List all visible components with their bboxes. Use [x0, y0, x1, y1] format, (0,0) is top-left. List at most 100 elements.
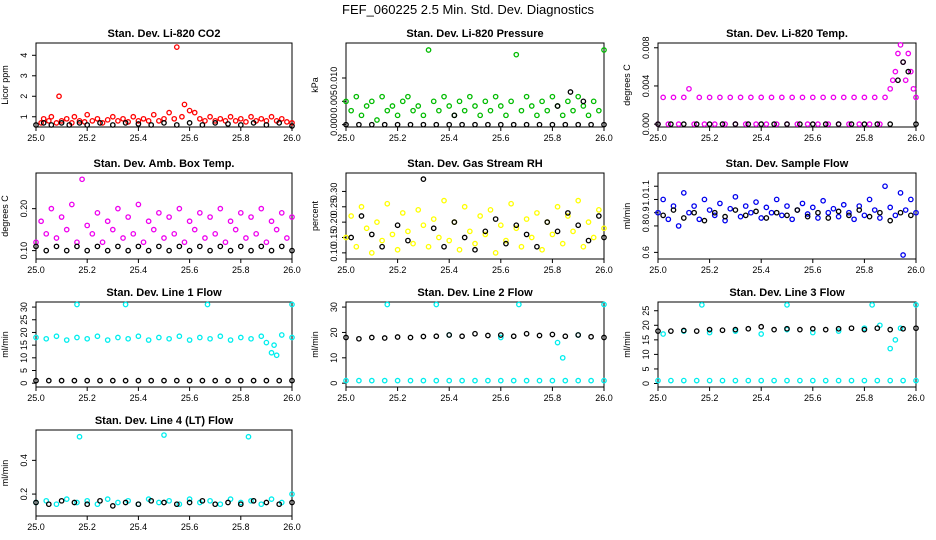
data-point: [420, 176, 427, 182]
data-point: [276, 120, 283, 126]
data-point: [660, 212, 667, 219]
data-point: [420, 333, 427, 340]
data-point: [575, 332, 582, 338]
data-point: [732, 193, 739, 200]
data-point: [446, 332, 453, 338]
data-point: [554, 228, 561, 235]
data-point: [595, 213, 602, 219]
data-point: [115, 499, 121, 506]
data-point: [907, 212, 914, 219]
plot-frame: [345, 301, 605, 388]
data-point: [84, 111, 91, 118]
data-point: [33, 377, 39, 384]
data-point: [784, 325, 790, 332]
data-point: [407, 334, 414, 341]
data-point: [446, 121, 453, 128]
data-point: [680, 121, 687, 127]
data-point: [523, 377, 530, 384]
data-point: [691, 121, 697, 127]
data-point: [186, 107, 193, 114]
data-point: [680, 327, 687, 334]
data-point: [789, 216, 796, 223]
data-point: [176, 205, 183, 212]
data-point: [89, 118, 96, 124]
data-point: [33, 243, 39, 250]
data-point: [94, 333, 101, 340]
x-tick-label: 25.8: [544, 133, 562, 143]
data-point: [905, 68, 912, 75]
data-point: [701, 217, 708, 224]
data-point: [518, 107, 525, 114]
y-tick-label: 15: [19, 340, 29, 350]
data-point: [472, 240, 478, 247]
data-point: [263, 377, 270, 384]
data-point: [156, 334, 162, 341]
data-point: [48, 113, 55, 120]
data-point: [109, 122, 116, 128]
x-tick-label: 25.6: [804, 133, 822, 143]
data-point: [784, 121, 790, 127]
data-point: [771, 121, 777, 127]
data-point: [156, 243, 162, 250]
data-point: [58, 214, 65, 220]
figure-title: FEF_060225 2.5 Min. Std. Dev. Diagnostic…: [342, 2, 594, 17]
data-point: [109, 377, 116, 384]
data-point: [94, 115, 101, 122]
x-tick-label: 25.4: [440, 393, 458, 403]
data-point: [575, 197, 582, 204]
data-point: [748, 209, 754, 216]
y-tick-label: 0.20: [19, 200, 29, 218]
data-point: [420, 222, 427, 229]
data-point: [871, 207, 878, 213]
data-point: [660, 94, 667, 101]
data-point: [825, 209, 832, 216]
series-2: [33, 120, 295, 129]
data-point: [784, 212, 790, 219]
data-point: [549, 331, 556, 338]
data-point: [497, 332, 504, 338]
series-2: [33, 243, 295, 254]
data-point: [394, 222, 401, 229]
data-point: [225, 121, 231, 127]
data-point: [186, 377, 193, 384]
data-point: [485, 121, 491, 128]
data-point: [173, 44, 180, 50]
data-point: [825, 121, 832, 127]
data-point: [693, 377, 700, 384]
data-point: [74, 301, 80, 308]
data-point: [56, 93, 62, 100]
data-point: [425, 243, 432, 250]
data-point: [737, 94, 744, 101]
x-tick-label: 25.4: [130, 393, 148, 403]
data-point: [815, 215, 821, 221]
data-point: [196, 115, 203, 122]
data-point: [173, 122, 180, 128]
data-point: [405, 237, 411, 244]
data-point: [497, 377, 504, 384]
data-point: [523, 93, 530, 100]
data-point: [794, 121, 801, 127]
data-point: [722, 121, 728, 127]
data-point: [887, 121, 894, 127]
data-point: [799, 200, 806, 207]
data-point: [381, 377, 388, 384]
data-point: [742, 212, 749, 219]
y-tick-label: 5: [19, 368, 29, 373]
data-point: [348, 107, 355, 114]
data-point: [668, 121, 674, 127]
data-point: [655, 209, 661, 216]
y-tick-label: 0: [329, 381, 339, 386]
data-point: [289, 301, 295, 308]
series-2: [343, 89, 607, 128]
data-point: [104, 337, 111, 343]
data-point: [822, 326, 829, 333]
x-tick-label: 25.6: [492, 133, 510, 143]
data-point: [758, 331, 765, 337]
panel-line1: Stan. Dev. Line 1 Flow ml/min 25.0 25.2 25.4…: [0, 287, 301, 403]
data-point: [289, 120, 295, 126]
data-point: [815, 209, 821, 216]
data-point: [120, 235, 126, 241]
data-point: [104, 496, 111, 502]
data-point: [595, 207, 602, 213]
data-point: [804, 213, 811, 220]
